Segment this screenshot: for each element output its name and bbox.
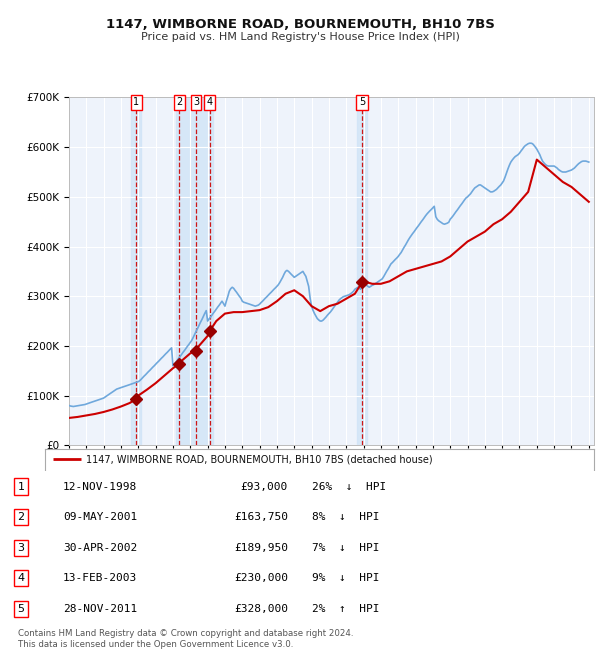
Text: 3: 3 [193, 98, 199, 107]
Text: 1: 1 [17, 482, 25, 491]
Text: £328,000: £328,000 [234, 604, 288, 614]
Bar [131, 98, 141, 445]
Text: £189,950: £189,950 [234, 543, 288, 552]
Text: 09-MAY-2001: 09-MAY-2001 [63, 512, 137, 522]
Text: £163,750: £163,750 [234, 512, 288, 522]
Text: £230,000: £230,000 [234, 573, 288, 583]
Text: 5: 5 [17, 604, 25, 614]
Text: 2: 2 [17, 512, 25, 522]
Text: 30-APR-2002: 30-APR-2002 [63, 543, 137, 552]
Text: 1147, WIMBORNE ROAD, BOURNEMOUTH, BH10 7BS: 1147, WIMBORNE ROAD, BOURNEMOUTH, BH10 7… [106, 18, 494, 31]
Text: 28-NOV-2011: 28-NOV-2011 [63, 604, 137, 614]
Text: 12-NOV-1998: 12-NOV-1998 [63, 482, 137, 491]
Text: 13-FEB-2003: 13-FEB-2003 [63, 573, 137, 583]
Text: 5: 5 [359, 98, 365, 107]
Bar [176, 98, 213, 445]
Bar [357, 98, 367, 445]
Text: 8%  ↓  HPI: 8% ↓ HPI [312, 512, 380, 522]
Text: Contains HM Land Registry data © Crown copyright and database right 2024.
This d: Contains HM Land Registry data © Crown c… [18, 629, 353, 649]
Text: 2: 2 [176, 98, 182, 107]
Text: 2%  ↑  HPI: 2% ↑ HPI [312, 604, 380, 614]
Text: 1: 1 [133, 98, 139, 107]
Text: 26%  ↓  HPI: 26% ↓ HPI [312, 482, 386, 491]
Text: 9%  ↓  HPI: 9% ↓ HPI [312, 573, 380, 583]
Text: HPI: Average price, detached house, Bournemouth Christchurch and Poole: HPI: Average price, detached house, Bour… [86, 476, 449, 486]
Text: £93,000: £93,000 [241, 482, 288, 491]
Text: 4: 4 [17, 573, 25, 583]
Text: 4: 4 [206, 98, 213, 107]
Text: 7%  ↓  HPI: 7% ↓ HPI [312, 543, 380, 552]
Text: Price paid vs. HM Land Registry's House Price Index (HPI): Price paid vs. HM Land Registry's House … [140, 32, 460, 42]
Text: 1147, WIMBORNE ROAD, BOURNEMOUTH, BH10 7BS (detached house): 1147, WIMBORNE ROAD, BOURNEMOUTH, BH10 7… [86, 454, 433, 464]
Text: 3: 3 [17, 543, 25, 552]
